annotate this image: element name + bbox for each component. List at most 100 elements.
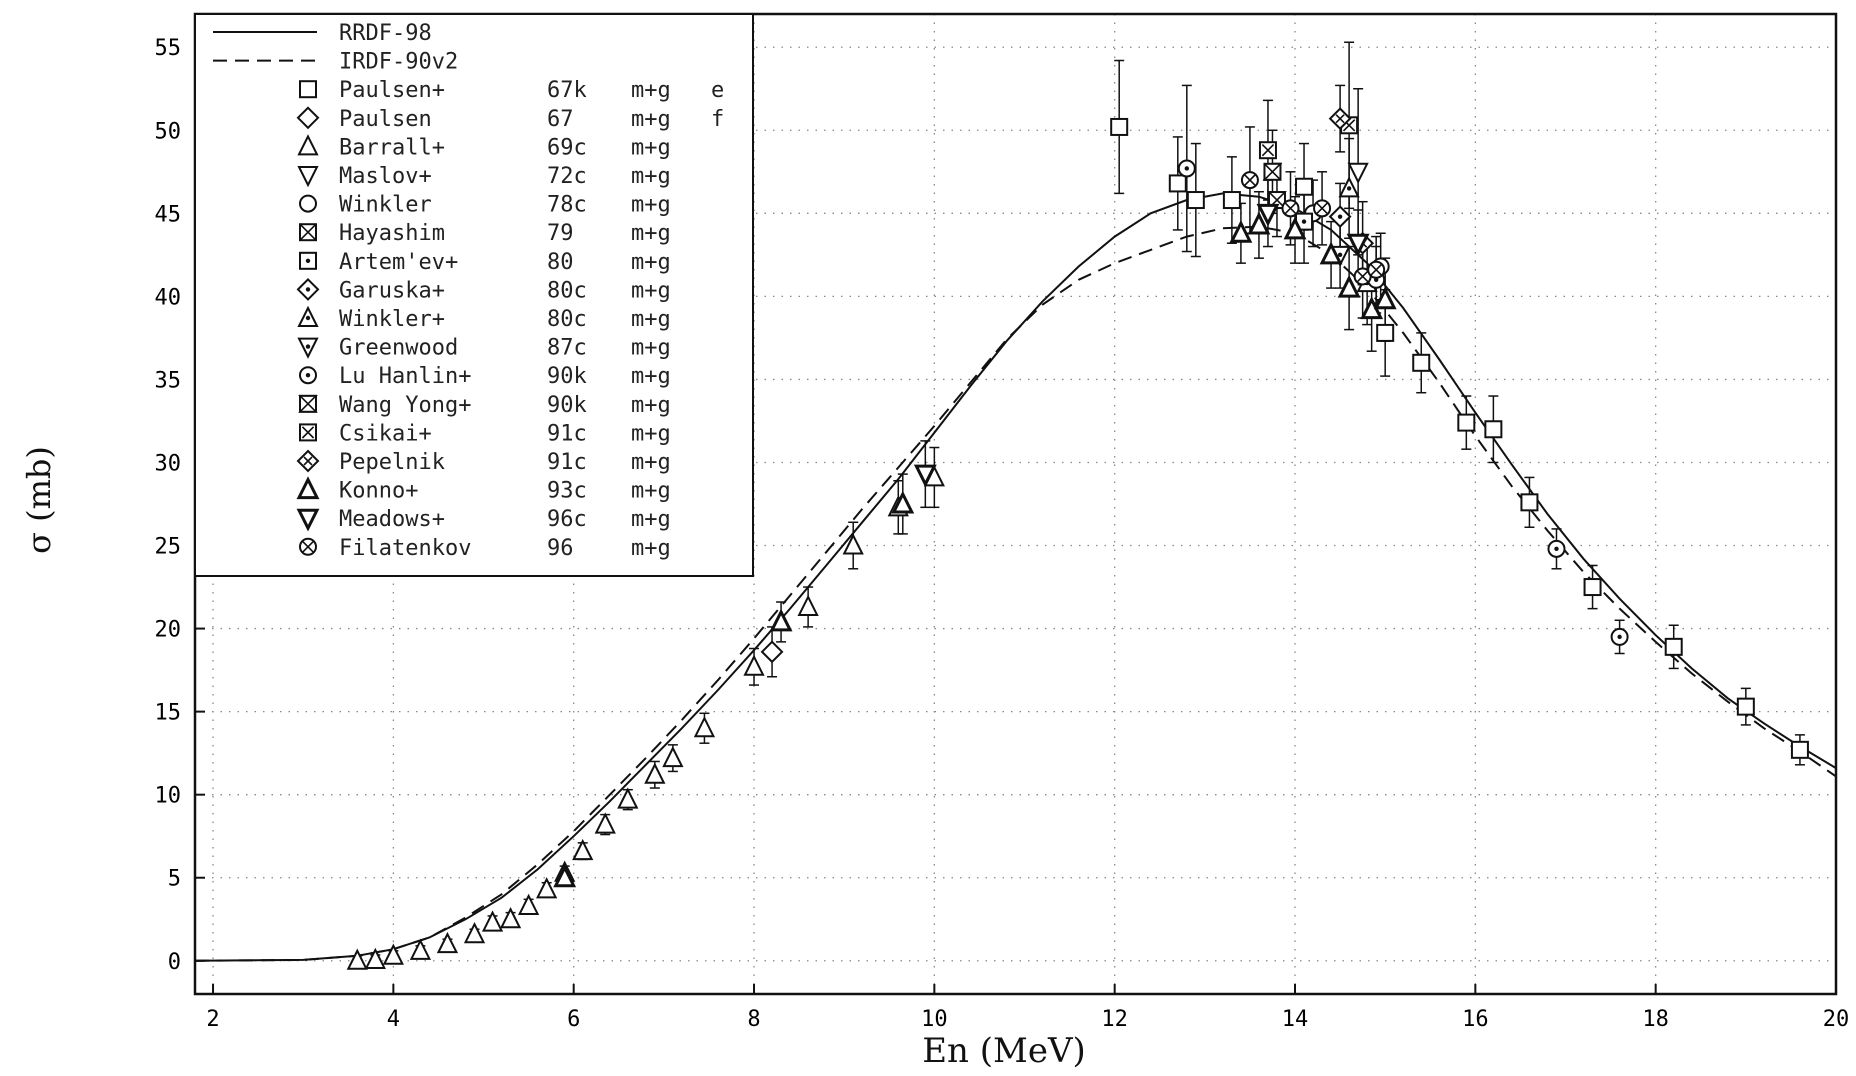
legend-entry-reaction: m+g xyxy=(631,479,671,504)
point-barrall xyxy=(693,716,716,738)
point-paulsen xyxy=(1484,420,1503,439)
y-axis-ticks: 0 5 10 15 20 25 30 35 40 45 50 55 xyxy=(155,36,205,975)
legend-entry-reaction: m+g xyxy=(631,536,671,561)
legend-marker xyxy=(297,305,319,327)
legend-entry-label: Meadows+ xyxy=(339,507,445,532)
point-barrall xyxy=(743,654,765,676)
legend-entry-reaction: m+g xyxy=(631,164,671,189)
point-filatenkov xyxy=(1367,260,1386,279)
point-konno xyxy=(1283,216,1307,240)
legend-marker xyxy=(299,194,317,213)
point-konno xyxy=(1373,286,1397,310)
legend-entry-year: 72c xyxy=(547,164,587,189)
legend-entry-reaction: m+g xyxy=(631,221,671,246)
evaluation-curves xyxy=(194,192,1837,962)
point-barrall xyxy=(409,938,432,960)
y-tick-label: 40 xyxy=(155,285,182,310)
point-konno xyxy=(891,490,915,514)
point-barrall xyxy=(382,943,404,965)
point-lu-hanlin xyxy=(1547,539,1566,558)
point-konno xyxy=(769,608,793,632)
point-filatenkov xyxy=(1313,199,1332,218)
legend-marker xyxy=(296,508,320,532)
legend-entry-year: 80c xyxy=(547,307,587,332)
x-tick-label: 2 xyxy=(206,1007,219,1032)
point-filatenkov xyxy=(1240,171,1259,190)
point-lu-hanlin xyxy=(1177,159,1196,178)
point-barrall xyxy=(662,745,684,768)
point-barrall xyxy=(364,947,386,969)
legend-entry-year: 67k xyxy=(547,78,587,103)
legend-marker xyxy=(299,80,317,99)
point-pepelnik xyxy=(1328,107,1352,131)
legend-marker xyxy=(296,476,320,500)
y-tick-label: 0 xyxy=(168,950,181,975)
legend-entry-reaction: m+g xyxy=(631,78,671,103)
legend-entry-year: 69c xyxy=(547,135,587,160)
legend: RRDF-98 IRDF-90v2 Paulsen+ 67k m+g e Paulsen 67… xyxy=(194,13,754,577)
y-tick-label: 5 xyxy=(168,867,181,892)
point-paulsen xyxy=(1583,578,1602,597)
legend-entry-note: f xyxy=(711,107,724,132)
point-hayashim xyxy=(1263,162,1282,181)
legend-entry-label: Artem'ev+ xyxy=(339,250,458,275)
y-tick-label: 35 xyxy=(155,368,182,393)
legend-entry-reaction: m+g xyxy=(631,135,671,160)
legend-entry-label: IRDF-90v2 xyxy=(339,50,458,75)
legend-entry-label: Konno+ xyxy=(339,479,418,504)
legend-marker xyxy=(299,423,317,442)
legend-entry-reaction: m+g xyxy=(631,507,671,532)
legend-entry-label: Maslov+ xyxy=(339,164,432,189)
point-paulsen xyxy=(1110,117,1129,136)
point-garuska xyxy=(1328,205,1352,229)
legend-entry-reaction: m+g xyxy=(631,336,671,361)
legend-entry-year: 87c xyxy=(547,336,587,361)
point-lu-hanlin xyxy=(1610,627,1629,646)
legend-entry-year: 93c xyxy=(547,479,587,504)
y-tick-label: 50 xyxy=(155,119,182,144)
point-paulsen xyxy=(1186,191,1205,210)
legend-entry-label: Greenwood xyxy=(339,336,458,361)
legend-entry-year: 79 xyxy=(547,221,574,246)
legend-entry-reaction: m+g xyxy=(631,107,671,132)
point-paulsen xyxy=(760,640,784,664)
y-tick-label: 30 xyxy=(155,451,182,476)
legend-entry-label: RRDF-98 xyxy=(339,21,432,46)
legend-entry-year: 80 xyxy=(547,250,574,275)
x-tick-label: 14 xyxy=(1282,1007,1309,1032)
point-paulsen xyxy=(1168,174,1187,193)
y-tick-label: 10 xyxy=(155,784,182,809)
point-paulsen xyxy=(1412,353,1431,372)
point-artem-ev xyxy=(1295,212,1314,231)
legend-box xyxy=(194,13,754,577)
point-barrall xyxy=(499,907,522,929)
legend-entry-label: Lu Hanlin+ xyxy=(339,364,471,389)
point-barrall xyxy=(463,921,486,944)
point-barrall xyxy=(594,812,616,834)
y-tick-label: 20 xyxy=(155,618,182,643)
legend-entry-label: Winkler+ xyxy=(339,307,445,332)
legend-entry-label: Winkler xyxy=(339,193,432,218)
legend-marker xyxy=(296,277,320,301)
legend-entry-label: Paulsen xyxy=(339,107,432,132)
legend-entry-label: Csikai+ xyxy=(339,421,432,446)
point-meadows xyxy=(1256,203,1280,227)
legend-entry-note: e xyxy=(711,78,724,103)
legend-entry-label: Pepelnik xyxy=(339,450,445,475)
point-paulsen xyxy=(1736,697,1755,716)
x-tick-label: 8 xyxy=(747,1007,760,1032)
point-meadows xyxy=(913,464,937,488)
legend-entry-year: 90k xyxy=(547,393,587,418)
legend-entry-year: 96c xyxy=(547,507,587,532)
legend-entry-label: Paulsen+ xyxy=(339,78,445,103)
legend-entry-year: 91c xyxy=(547,450,587,475)
point-barrall xyxy=(436,931,459,954)
legend-entry-year: 80c xyxy=(547,278,587,303)
point-paulsen xyxy=(1520,493,1539,512)
point-barrall xyxy=(572,838,594,861)
legend-entry-label: Filatenkov xyxy=(339,536,471,561)
y-tick-label: 55 xyxy=(155,36,182,61)
point-barrall xyxy=(536,877,558,899)
y-tick-label: 15 xyxy=(155,701,182,726)
point-paulsen xyxy=(1295,177,1314,196)
